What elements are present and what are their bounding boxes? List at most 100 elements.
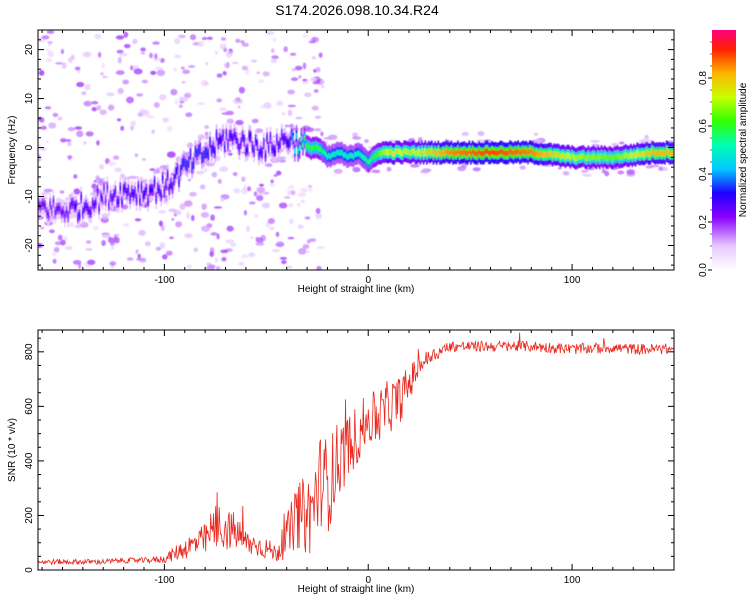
spectrogram-noise-cell (117, 88, 124, 95)
spectrogram-ridge-cell (377, 151, 379, 157)
spectrogram-noise-cell (214, 50, 218, 55)
spectrogram-noise-cell (102, 75, 108, 79)
spectrogram-ridge-cell (462, 149, 464, 156)
spectrogram-ridge-cell (558, 152, 560, 158)
spectrogram-ridge-cell (434, 149, 436, 155)
spectrogram-ridge-cell (230, 132, 232, 139)
spectrogram-ridge-cell (644, 150, 647, 157)
spectrogram-ridge-cell (559, 153, 562, 160)
spectrogram-noise-cell (185, 112, 193, 117)
spectrogram-xlabel: Height of straight line (km) (298, 284, 415, 295)
spectrogram-ridge-cell (91, 200, 94, 207)
spectrogram-ridge-cell (281, 132, 283, 138)
spectrogram-noise-cell (205, 133, 209, 141)
spectrogram-ridge-cell (522, 148, 524, 154)
spectrogram-noise-cell (85, 131, 94, 137)
spectrogram-ridge-cell (431, 148, 433, 154)
spectrogram-noise-cell (235, 119, 244, 126)
spectrogram-ridge-cell (537, 151, 539, 157)
spectrogram-noise-cell (96, 140, 100, 146)
spectrogram-ridge-cell (387, 150, 389, 156)
spectrogram-noise-cell (73, 188, 81, 195)
spectrogram-ridge-cell (398, 148, 400, 155)
spectrogram-ridge-cell (100, 193, 102, 200)
spectrogram-noise-cell (73, 174, 78, 179)
spectrogram-noise-cell (174, 99, 179, 105)
spectrogram-ridge-cell (509, 148, 511, 154)
spectrogram-ridge-cell (183, 158, 185, 164)
spectrogram-ridge-cell (55, 206, 58, 212)
spectrogram-ridge-cell (525, 148, 528, 155)
spectrogram-ridge-cell (587, 153, 590, 159)
spectrogram-ridge-cell (352, 153, 355, 160)
spectrogram-ridge-cell (277, 143, 280, 150)
spectrogram-ridge-cell (496, 150, 498, 156)
y-tick-label: 0 (24, 144, 35, 150)
spectrogram-ridge-cell (475, 151, 477, 157)
spectrogram-ridge-cell (416, 150, 418, 156)
spectrogram-noise-cell (255, 128, 264, 133)
spectrogram-ridge-cell (618, 155, 621, 161)
spectrogram-noise-cell (174, 37, 181, 45)
spectrogram-noise-cell (45, 48, 51, 52)
spectrogram-noise-cell (85, 248, 93, 251)
y-tick-label: 0 (24, 567, 35, 573)
spectrogram-noise-cell (275, 102, 284, 106)
spectrogram-ridge-cell (411, 149, 413, 155)
spectrogram-noise-cell (249, 236, 255, 239)
snr-panel: -100 0 100 0 200 400 600 800 Height of straight… (7, 329, 675, 595)
spectrogram-ridge-cell (564, 154, 567, 160)
spectrogram-noise-cell (265, 163, 273, 168)
spectrogram-ridge-cell (217, 140, 219, 146)
spectrogram-ridge-cell (95, 200, 97, 206)
spectrogram-noise-cell (221, 257, 227, 262)
spectrogram-ridge-cell (237, 141, 239, 147)
spectrogram-ridge-cell (212, 144, 215, 151)
spectrogram-ridge-cell (171, 185, 174, 191)
spectrogram-ridge-cell (186, 163, 188, 169)
spectrogram-ridge-cell (85, 202, 87, 208)
spectrogram-noise-cell (290, 190, 296, 196)
spectrogram-noise-cell (316, 265, 322, 270)
spectrogram-noise-cell (38, 70, 45, 76)
spectrogram-noise-cell (590, 140, 601, 143)
spectrogram-ridge-cell (145, 186, 148, 193)
spectrogram-noise-cell (136, 93, 144, 97)
spectrogram-noise-cell (256, 186, 266, 193)
spectrogram-ridge-cell (499, 148, 502, 155)
spectrogram-ridge-cell (657, 150, 660, 156)
spectrogram-noise-cell (60, 48, 64, 55)
spectrogram-noise-cell (45, 140, 49, 144)
spectrogram-ridge-cell (261, 150, 263, 156)
spectrogram-ridge-cell (188, 159, 190, 165)
spectrogram-noise-cell (309, 238, 317, 242)
spectrogram-noise-cell (160, 58, 165, 63)
spectrogram-ridge-cell (563, 153, 565, 159)
spectrogram-ridge-cell (502, 150, 505, 156)
spectrogram-ridge-cell (669, 151, 671, 157)
spectrogram-noise-cell (309, 77, 317, 82)
spectrogram-ridge-cell (47, 212, 50, 218)
spectrogram-ridge-cell (75, 202, 78, 209)
spectrogram-noise-cell (308, 187, 313, 193)
y-tick-label: 10 (24, 93, 35, 105)
spectrogram-ridge-cell (77, 214, 79, 220)
spectrogram-noise-cell (251, 118, 259, 124)
spectrogram-ridge-cell (519, 150, 521, 156)
spectrogram-noise-cell (211, 171, 218, 178)
spectrogram-ridge-cell (533, 151, 536, 157)
spectrogram-noise-cell (461, 163, 468, 169)
spectrogram-ridge-cell (589, 155, 591, 161)
spectrogram-ridge-cell (113, 192, 115, 198)
spectrogram-ridge-cell (163, 189, 166, 195)
spectrogram-ridge-cell (137, 184, 140, 190)
spectrogram-ridge-cell (582, 153, 585, 159)
spectrogram-ridge-cell (584, 155, 586, 161)
spectrogram-ridge-cell (235, 135, 237, 141)
spectrogram-noise-cell (93, 226, 99, 231)
spectrogram-ridge-cell (413, 148, 415, 154)
spectrogram-noise-cell (364, 139, 369, 144)
spectrogram-noise-cell (333, 168, 343, 174)
spectrogram-noise-cell (107, 104, 115, 111)
spectrogram-ridge-cell (344, 152, 347, 158)
